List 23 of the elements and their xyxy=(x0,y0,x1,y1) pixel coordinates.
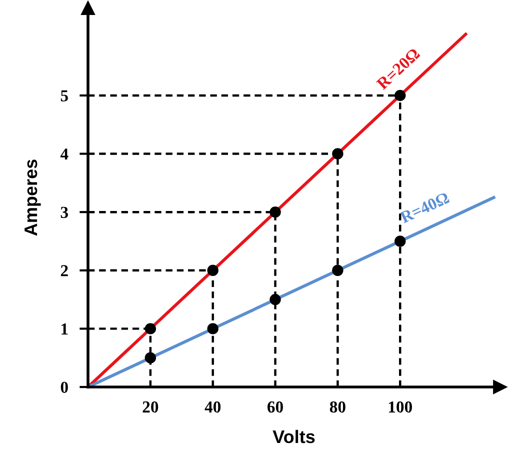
y-axis-title: Amperes xyxy=(24,160,41,236)
y-tick-label: 1 xyxy=(62,323,68,334)
point xyxy=(144,323,156,334)
x-tick-label: 100 xyxy=(388,401,412,413)
y-tick-label: 3 xyxy=(60,206,68,218)
point xyxy=(332,148,344,160)
y-tick-label: 2 xyxy=(60,265,68,276)
point xyxy=(332,264,344,276)
point xyxy=(270,206,281,218)
x-axis-title: Volts xyxy=(272,430,315,444)
point xyxy=(394,90,406,102)
point xyxy=(270,294,281,306)
point xyxy=(207,264,218,276)
point xyxy=(207,323,218,334)
point xyxy=(394,236,406,247)
x-tick-label: 40 xyxy=(204,401,221,413)
x-tick-label: 80 xyxy=(330,401,346,413)
y-tick-label: 4 xyxy=(60,148,68,160)
x-tick-label: 60 xyxy=(268,401,283,413)
x-tick-label: 20 xyxy=(142,401,158,413)
point xyxy=(144,352,156,364)
y-tick-label: 5 xyxy=(60,90,68,102)
y-tick-label: 0 xyxy=(60,382,68,393)
